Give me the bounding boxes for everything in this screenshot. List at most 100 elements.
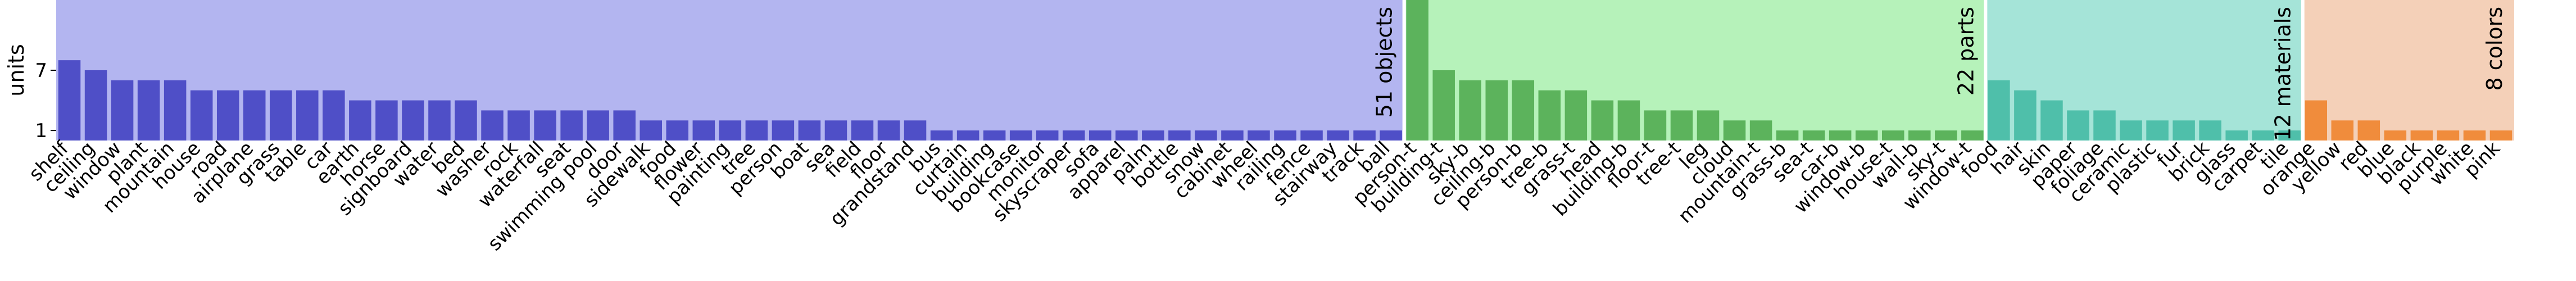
bar [587, 110, 609, 140]
bar [2489, 130, 2512, 140]
bar [1723, 120, 1746, 140]
bar [560, 110, 583, 140]
bar [1591, 100, 1614, 140]
group-labels: 51 objects 22 parts 12 materials 8 colors [1372, 7, 2507, 141]
bar [58, 60, 81, 141]
bar [1988, 80, 2010, 140]
bar [1248, 130, 1270, 140]
bar [1115, 130, 1138, 140]
y-axis-title: units [4, 44, 29, 96]
bar [1221, 130, 1244, 140]
bar [1908, 130, 1931, 140]
bar [137, 80, 160, 140]
bar [956, 130, 979, 140]
bar [1670, 110, 1693, 140]
bar [216, 90, 239, 140]
bar [270, 90, 292, 140]
bar [1168, 130, 1191, 140]
bar [1142, 130, 1164, 140]
bar [1802, 130, 1825, 140]
bar [2463, 130, 2486, 140]
bar [824, 120, 847, 140]
bar [164, 80, 187, 140]
bar [851, 120, 874, 140]
bar [983, 130, 1006, 140]
bar [1749, 120, 1772, 140]
y-tick-label: 7 [35, 60, 47, 82]
bar [1881, 130, 1904, 140]
bar [1935, 130, 1957, 140]
bar [1776, 130, 1799, 140]
bar [719, 120, 742, 140]
bar [613, 110, 636, 140]
bar [1036, 130, 1059, 140]
bar [1564, 90, 1588, 140]
bar [402, 100, 424, 140]
bar [1538, 90, 1561, 140]
bar [1485, 80, 1508, 140]
bar [2014, 90, 2037, 140]
bar [296, 90, 319, 140]
bar [930, 130, 953, 140]
bar [1644, 110, 1667, 140]
bar [2225, 130, 2248, 140]
bar [2410, 130, 2433, 140]
bar [2199, 120, 2221, 140]
bar [904, 120, 927, 140]
bar [1617, 100, 1640, 140]
bar [1300, 130, 1323, 140]
bar [692, 120, 715, 140]
bar [507, 110, 530, 140]
bar [745, 120, 768, 140]
bar [2437, 130, 2460, 140]
bar [666, 120, 689, 140]
bars [58, 0, 2512, 141]
bar [1406, 0, 1428, 140]
bar [375, 100, 398, 140]
bar [2384, 130, 2407, 140]
group-label: 8 colors [2482, 7, 2507, 91]
bar [1459, 80, 1481, 140]
bar [84, 70, 107, 140]
bar [2305, 100, 2328, 140]
bar [2067, 110, 2089, 140]
y-axis: 1 7 units [4, 44, 56, 142]
bar [1327, 130, 1349, 140]
bar [1380, 130, 1402, 140]
bar [2357, 120, 2380, 140]
bar [190, 90, 213, 140]
bar [481, 110, 504, 140]
bar [2173, 120, 2195, 140]
bar [1089, 130, 1112, 140]
group-band [2302, 0, 2514, 140]
bar [2252, 130, 2274, 140]
bar [772, 120, 795, 140]
bar [877, 120, 900, 140]
bar [1274, 130, 1296, 140]
group-bands [56, 0, 2514, 140]
bar [1009, 130, 1032, 140]
bar [455, 100, 477, 140]
bar [1512, 80, 1535, 140]
group-separator [1984, 0, 1988, 140]
x-tick-labels: shelfceilingwindowplantmountainhouseroad… [25, 137, 2505, 255]
bar [2331, 120, 2354, 140]
group-separator [2301, 0, 2305, 140]
bar [2278, 130, 2301, 140]
bar [1697, 110, 1720, 140]
bar [2093, 110, 2116, 140]
group-label: 51 objects [1372, 7, 1397, 117]
group-separator [1402, 0, 1406, 140]
bar [2146, 120, 2169, 140]
bar [1961, 130, 1984, 140]
bar [1432, 70, 1455, 140]
group-label: 22 parts [1953, 7, 1978, 96]
bar [111, 80, 134, 140]
bar [1353, 130, 1376, 140]
bar [243, 90, 266, 140]
bar [349, 100, 371, 140]
bar [1062, 130, 1085, 140]
bar [1829, 130, 1852, 140]
bar [323, 90, 345, 140]
